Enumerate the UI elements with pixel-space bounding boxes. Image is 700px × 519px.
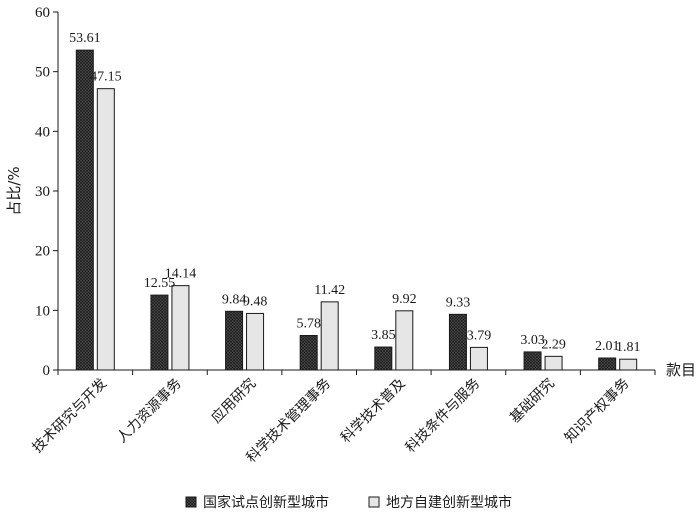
y-tick-label: 60 — [35, 5, 50, 21]
bar-series-1 — [523, 351, 542, 371]
x-axis-title: 款目 — [666, 361, 696, 379]
y-tick-label: 40 — [35, 124, 50, 140]
bar-series-1 — [598, 357, 617, 371]
x-axis-ticks — [57, 370, 656, 375]
data-label-series-1: 12.55 — [144, 276, 176, 291]
data-label-series-2: 9.92 — [392, 292, 417, 307]
y-tick-label: 20 — [35, 244, 50, 260]
y-tick-label: 30 — [35, 184, 50, 200]
bar-series-1 — [75, 49, 94, 371]
y-axis-ticks: 0 10 20 30 40 50 60 — [35, 5, 58, 379]
legend: 国家试点创新型城市 地方自建创新型城市 — [185, 494, 512, 511]
data-label-series-2: 11.42 — [314, 283, 345, 298]
bar-series-2 — [96, 88, 115, 371]
legend-swatch-series-2 — [368, 496, 380, 508]
bar-series-1 — [299, 335, 318, 371]
bar-series-2 — [320, 301, 339, 371]
data-label-series-1: 9.84 — [222, 292, 247, 307]
data-label-series-1: 3.03 — [520, 333, 545, 348]
category-label: 人力资源事务 — [114, 376, 185, 447]
bar-series-1 — [225, 310, 244, 371]
bar-series-1 — [448, 313, 467, 371]
bar-series-2 — [171, 285, 190, 371]
y-tick-label: 0 — [43, 363, 51, 379]
legend-label-series-1: 国家试点创新型城市 — [203, 494, 329, 511]
data-label-series-2: 14.14 — [165, 267, 197, 282]
data-label-series-1: 2.01 — [595, 339, 620, 354]
category-label: 技术研究与开发 — [30, 376, 111, 457]
data-label-series-2: 9.48 — [243, 294, 268, 309]
data-label-series-2: 2.29 — [541, 337, 566, 352]
bar-series-2 — [544, 355, 563, 371]
data-label-series-1: 5.78 — [296, 317, 321, 332]
bar-series-2 — [469, 346, 488, 371]
data-label-series-1: 9.33 — [446, 295, 471, 310]
y-axis-title: 占比/% — [5, 166, 23, 215]
y-tick-label: 50 — [35, 65, 50, 81]
data-label-series-2: 1.81 — [616, 340, 641, 355]
bar-series-1 — [374, 346, 393, 371]
y-tick-label: 10 — [35, 303, 50, 319]
bars-layer — [75, 49, 638, 371]
data-label-series-1: 3.85 — [371, 328, 396, 343]
category-label: 科学技术普及 — [338, 376, 409, 447]
legend-label-series-2: 地方自建创新型城市 — [386, 494, 512, 511]
bar-series-2 — [619, 358, 638, 371]
bar-series-2 — [395, 310, 414, 371]
category-label: 应用研究 — [208, 375, 260, 427]
legend-swatch-series-1 — [185, 496, 197, 508]
category-label: 基础研究 — [506, 375, 558, 427]
data-label-series-2: 47.15 — [90, 70, 122, 85]
data-label-series-2: 3.79 — [467, 328, 492, 343]
data-label-series-1: 53.61 — [69, 31, 101, 46]
category-label: 科技条件与服务 — [402, 375, 483, 456]
bar-series-2 — [246, 312, 265, 371]
bar-series-1 — [150, 294, 169, 371]
category-label: 知识产权事务 — [561, 375, 632, 446]
